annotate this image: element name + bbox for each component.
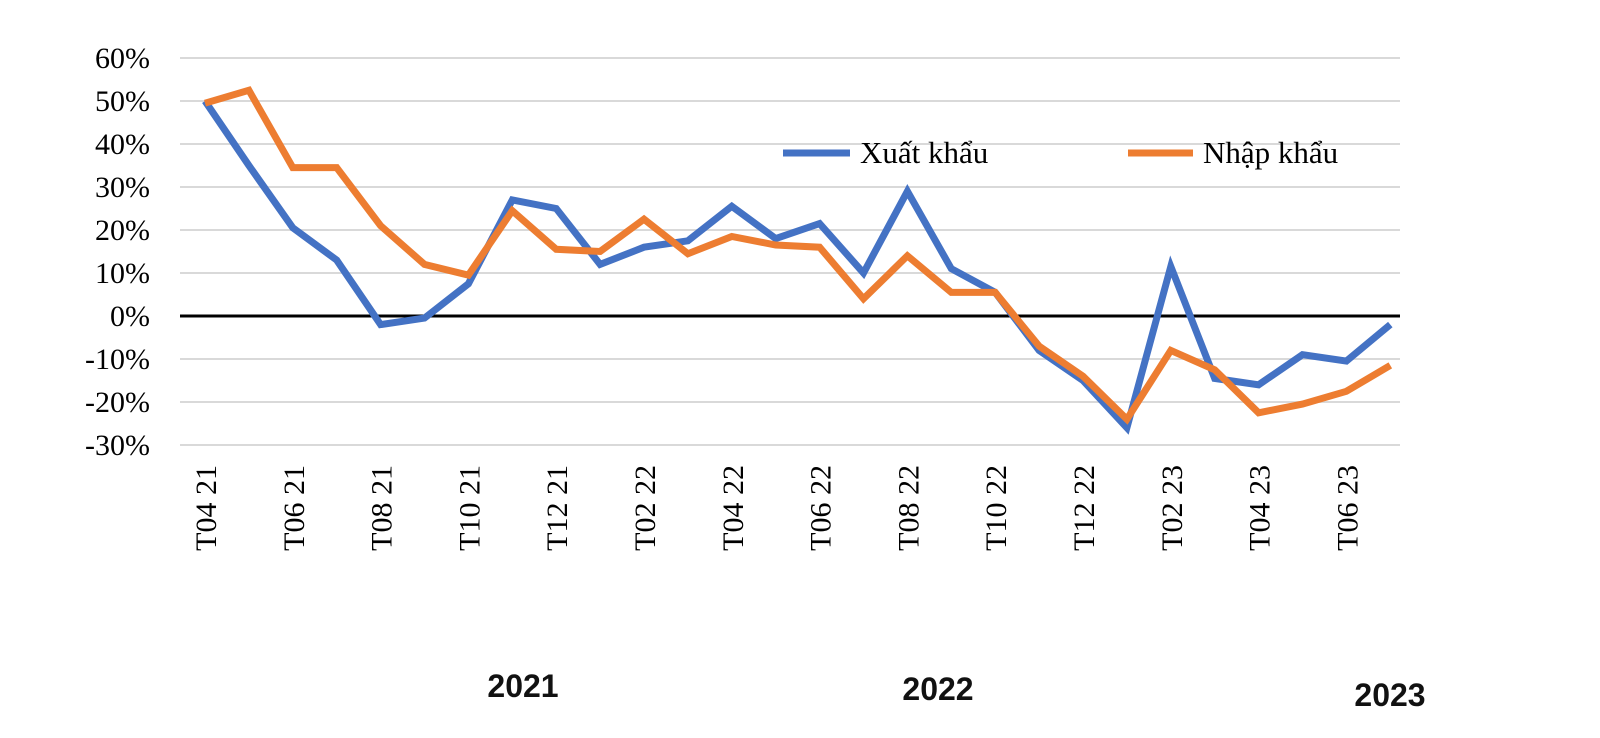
year-label-2022: 2022	[902, 671, 973, 707]
x-tick-label: T12 21	[541, 465, 574, 551]
y-tick-label: 30%	[95, 171, 150, 204]
series-line-nhap-khau	[204, 86, 1393, 425]
x-tick-label: T10 22	[980, 465, 1013, 551]
legend: Xuất khẩu Nhập khẩu	[783, 135, 1338, 170]
y-tick-label: 60%	[95, 42, 150, 75]
y-tick-label: 0%	[110, 300, 150, 333]
x-tick-label: T12 22	[1068, 465, 1101, 551]
y-tick-label: 50%	[95, 85, 150, 118]
series-lines	[202, 86, 1393, 435]
y-tick-label: 40%	[95, 128, 150, 161]
x-tick-label: T02 23	[1156, 465, 1189, 551]
legend-label-xuat-khau: Xuất khẩu	[860, 135, 988, 170]
year-label-2021: 2021	[487, 668, 558, 704]
x-tick-label: T08 21	[366, 465, 399, 551]
y-axis-ticks: 60% 50% 40% 30% 20% 10% 0% -10% -20% -30%	[85, 42, 150, 462]
y-tick-label: 10%	[95, 257, 150, 290]
legend-label-nhap-khau: Nhập khẩu	[1203, 135, 1338, 170]
x-tick-label: T02 22	[629, 465, 662, 551]
y-tick-label: -20%	[85, 386, 150, 419]
x-tick-label: T04 21	[190, 465, 223, 551]
x-tick-label: T04 22	[717, 465, 750, 551]
x-tick-label: T06 22	[805, 465, 838, 551]
x-tick-label: T06 23	[1331, 465, 1364, 551]
x-tick-label: T04 23	[1244, 465, 1277, 551]
series-line-xuat-khau	[202, 99, 1393, 435]
y-tick-label: -10%	[85, 343, 150, 376]
x-tick-label: T10 21	[453, 465, 486, 551]
year-label-2023: 2023	[1354, 677, 1425, 713]
y-tick-label: -30%	[85, 429, 150, 462]
year-labels: 2021 2022 2023	[487, 668, 1425, 713]
x-tick-label: T08 22	[892, 465, 925, 551]
y-tick-label: 20%	[95, 214, 150, 247]
x-axis-ticks: T04 21 T06 21 T08 21 T10 21 T12 21 T02 22 T04 …	[190, 465, 1364, 551]
x-tick-label: T06 21	[278, 465, 311, 551]
grid-lines	[180, 57, 1400, 446]
